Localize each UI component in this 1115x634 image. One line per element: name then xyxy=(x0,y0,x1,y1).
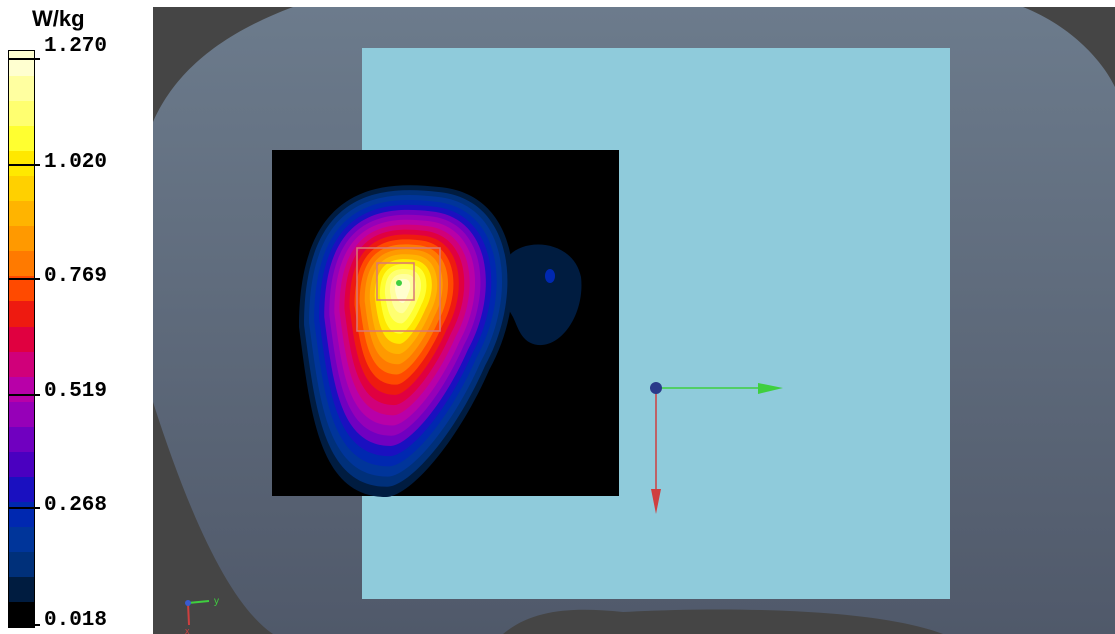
orientation-triad[interactable]: y x xyxy=(185,596,219,634)
sar-scan-area xyxy=(272,150,619,497)
legend-unit-label: W/kg xyxy=(32,6,85,31)
legend-tick-label: 1.020 xyxy=(44,151,108,174)
legend-tick-label: 0.769 xyxy=(44,265,108,288)
legend-color-step xyxy=(9,251,34,277)
legend-color-step xyxy=(9,451,34,477)
legend-tick-mark xyxy=(8,164,40,166)
legend-color-step xyxy=(9,376,34,402)
scene-svg: y x xyxy=(153,7,1115,634)
legend-color-step xyxy=(9,176,34,202)
legend-color-step xyxy=(9,326,34,352)
legend-color-step xyxy=(9,76,34,102)
z-axis-arrow xyxy=(651,489,661,514)
legend-tick-label: 1.270 xyxy=(44,35,108,58)
legend-tick-label: 0.018 xyxy=(44,609,108,632)
legend-color-step xyxy=(9,476,34,502)
x-axis-arrow xyxy=(758,383,783,394)
triad-y-label: y xyxy=(214,596,219,607)
legend-color-step xyxy=(9,602,34,628)
legend-color-step xyxy=(9,426,34,452)
legend-color-step xyxy=(9,576,34,603)
coordinate-axes xyxy=(650,382,783,514)
peak-cube-inner xyxy=(376,262,415,301)
legend-color-step xyxy=(9,276,34,302)
peak-cube-outer xyxy=(356,247,441,332)
legend-color-step xyxy=(9,226,34,252)
axis-origin xyxy=(650,382,662,394)
legend-tick-mark xyxy=(8,394,40,396)
legend-color-step xyxy=(9,51,34,77)
legend-tick-label: 0.268 xyxy=(44,494,108,517)
legend-color-step xyxy=(9,201,34,227)
legend-colorbar xyxy=(8,50,35,628)
legend-tick-mark xyxy=(8,58,40,60)
legend-color-step xyxy=(9,151,34,177)
legend-color-step xyxy=(9,526,34,552)
legend-color-step xyxy=(9,351,34,377)
sar-side-lobe-core xyxy=(545,269,555,283)
legend-color-step xyxy=(9,101,34,127)
legend-color-step xyxy=(9,301,34,327)
legend-color-step xyxy=(9,126,34,152)
legend-color-step xyxy=(9,501,34,527)
sar-side-lobe xyxy=(503,244,582,346)
legend-color-step xyxy=(9,551,34,577)
triad-x-label: x xyxy=(185,626,190,634)
legend-color-step xyxy=(9,401,34,427)
3d-viewport[interactable]: y x xyxy=(153,7,1115,634)
legend-tick-mark xyxy=(8,507,40,509)
legend-tick-mark xyxy=(8,278,40,280)
legend-tick-mark xyxy=(8,624,40,626)
color-legend: W/kg 1.270 1.020 0.769 0.519 0.268 0.018 xyxy=(0,0,152,634)
legend-tick-label: 0.519 xyxy=(44,380,108,403)
peak-marker xyxy=(396,280,402,286)
